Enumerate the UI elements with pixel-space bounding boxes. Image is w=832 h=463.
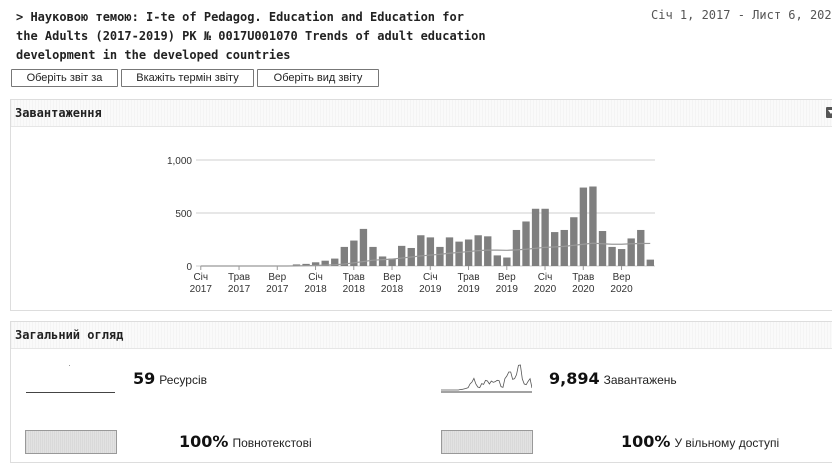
x-tick-month: Трав	[343, 272, 365, 283]
resources-stat: 59 Ресурсів	[133, 369, 207, 388]
downloads-label: Завантажень	[603, 373, 677, 387]
chart-bar	[464, 239, 473, 266]
x-tick-year: 2018	[381, 284, 404, 295]
resources-sparkline-dot	[69, 365, 70, 366]
x-tick-month: Вер	[498, 272, 516, 283]
sparkline-line	[441, 364, 532, 391]
fulltext-value: 100%	[179, 432, 229, 451]
chart-bar	[331, 258, 339, 266]
fulltext-label: Повнотекстові	[232, 436, 312, 450]
x-tick-year: 2019	[457, 284, 480, 295]
x-tick-month: Січ	[193, 272, 208, 283]
downloads-stat: 9,894 Завантажень	[549, 369, 677, 388]
x-tick-month: Трав	[572, 272, 594, 283]
select-report-button[interactable]: Оберіть звіт за	[11, 69, 118, 87]
x-tick-year: 2020	[534, 284, 557, 295]
chart-bar	[302, 263, 310, 266]
resources-label: Ресурсів	[159, 373, 207, 387]
open-access-bar	[441, 430, 533, 454]
downloads-sparkline	[441, 364, 532, 393]
x-tick-month: Січ	[423, 272, 438, 283]
fulltext-stat: 100% Повнотекстові	[179, 432, 312, 451]
report-toolbar: Оберіть звіт за Вкажіть термін звіту Обе…	[11, 69, 379, 87]
chart-bar	[378, 256, 387, 266]
report-type-button[interactable]: Оберіть вид звіту	[257, 69, 379, 87]
chart-bar	[321, 260, 329, 266]
y-tick-label: 0	[186, 262, 192, 273]
chart-bar	[350, 240, 358, 266]
downloads-value: 9,894	[549, 369, 600, 388]
x-tick-month: Вер	[613, 272, 631, 283]
x-tick-year: 2018	[343, 284, 366, 295]
chart-bar	[646, 259, 654, 266]
chart-bar	[541, 208, 549, 266]
chart-bar	[436, 246, 444, 266]
chart-bar	[455, 241, 463, 266]
x-tick-year: 2017	[228, 284, 251, 295]
date-range: Січ 1, 2017 - Лист 6, 2020	[651, 8, 832, 22]
chart-bar	[292, 264, 301, 266]
downloads-panel-title: Завантаження	[15, 106, 102, 120]
x-tick-month: Трав	[458, 272, 480, 283]
chart-bar	[484, 236, 492, 266]
x-tick-year: 2019	[496, 284, 519, 295]
x-tick-month: Трав	[228, 272, 250, 283]
downloads-panel-header: Завантаження	[11, 100, 832, 127]
page-title: > Науковою темою: I-te of Pedagog. Educa…	[16, 10, 486, 62]
chart-bar	[340, 246, 348, 266]
chart-bar	[598, 231, 607, 266]
chart-bar	[512, 229, 521, 266]
chart-trend-line	[200, 242, 651, 267]
downloads-chart: 05001,000Січ2017Трав2017Вер2017Січ2018Тр…	[167, 156, 655, 295]
chart-bar	[493, 255, 501, 266]
chart-bar	[627, 238, 635, 266]
chart-bar	[398, 245, 406, 266]
open-access-label: У вільному доступі	[674, 436, 780, 450]
overview-panel-title: Загальний огляд	[15, 328, 124, 342]
x-tick-month: Січ	[308, 272, 323, 283]
x-tick-year: 2020	[572, 284, 595, 295]
chart-bar	[589, 186, 597, 266]
chart-bar	[531, 208, 540, 266]
open-access-value: 100%	[621, 432, 671, 451]
chart-bar	[617, 249, 626, 266]
y-tick-label: 500	[175, 209, 192, 220]
chart-bar	[560, 229, 568, 266]
fulltext-bar	[25, 430, 117, 454]
x-tick-year: 2017	[266, 284, 289, 295]
report-term-button[interactable]: Вкажіть термін звіту	[121, 69, 254, 87]
chart-bar	[359, 228, 368, 266]
chart-bar	[417, 235, 425, 266]
chart-bar	[551, 232, 559, 266]
chart-bar	[570, 217, 578, 266]
overview-panel: Загальний огляд	[10, 321, 832, 463]
chart-bar	[579, 187, 588, 266]
chart-bar	[445, 237, 454, 266]
chart-bar	[426, 237, 435, 266]
collapse-icon[interactable]	[826, 107, 832, 118]
x-tick-month: Вер	[383, 272, 401, 283]
x-tick-year: 2018	[304, 284, 327, 295]
open-access-stat: 100% У вільному доступі	[621, 432, 779, 451]
chart-bar	[637, 229, 645, 266]
overview-panel-header: Загальний огляд	[11, 322, 832, 349]
x-tick-month: Січ	[538, 272, 553, 283]
chart-bar	[388, 258, 396, 266]
resources-value: 59	[133, 369, 156, 388]
chart-bar	[369, 246, 377, 266]
x-tick-year: 2019	[419, 284, 442, 295]
y-tick-label: 1,000	[167, 156, 192, 167]
chart-bar	[522, 221, 530, 266]
resources-sparkline	[26, 392, 115, 393]
x-tick-year: 2017	[190, 284, 213, 295]
chart-bar	[311, 262, 320, 266]
x-tick-month: Вер	[268, 272, 286, 283]
downloads-panel: Завантаження 0 500 1,000 Січ 2017 Трав 2017 Вер…	[10, 99, 832, 311]
chart-bar	[503, 257, 511, 266]
x-tick-year: 2020	[610, 284, 633, 295]
chart-bar	[608, 246, 616, 266]
